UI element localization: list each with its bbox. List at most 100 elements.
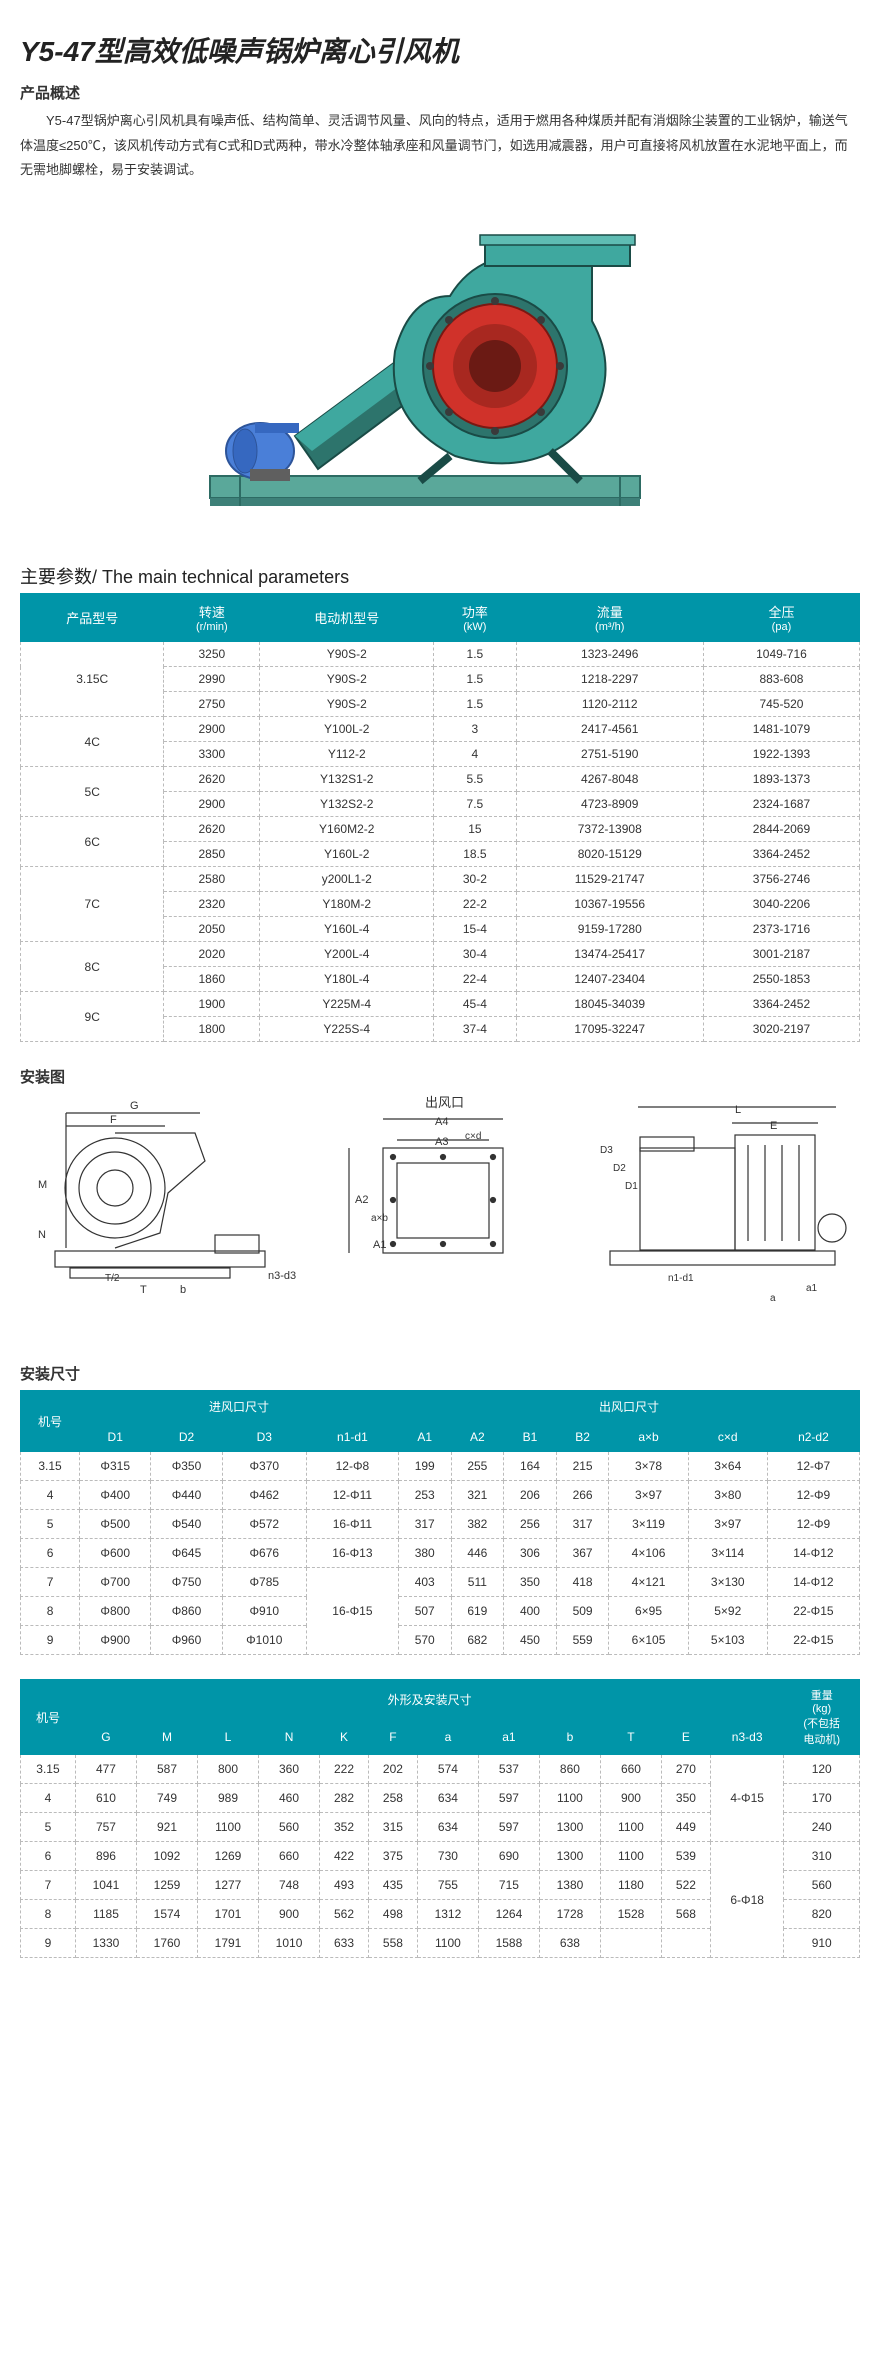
data-cell: 422 (320, 1842, 369, 1871)
data-cell: 1100 (198, 1813, 259, 1842)
model-cell: 7 (21, 1871, 76, 1900)
table-row: 8C2020Y200L-430-413474-254173001-2187 (21, 942, 860, 967)
data-cell: 2320 (164, 892, 260, 917)
data-cell: 449 (661, 1813, 710, 1842)
data-cell: 633 (320, 1929, 369, 1958)
data-cell: 418 (556, 1568, 609, 1597)
data-cell: Φ315 (80, 1452, 151, 1481)
data-cell: 522 (661, 1871, 710, 1900)
model-cell: 4 (21, 1784, 76, 1813)
data-cell: 6×105 (609, 1626, 688, 1655)
data-cell: 12-Φ8 (306, 1452, 398, 1481)
data-cell: 13474-25417 (516, 942, 703, 967)
data-cell: 199 (398, 1452, 451, 1481)
data-cell: 498 (368, 1900, 417, 1929)
data-cell: 900 (600, 1784, 661, 1813)
data-cell: 3×114 (688, 1539, 767, 1568)
data-cell: 22-2 (434, 892, 516, 917)
dim-header: B1 (504, 1423, 557, 1452)
dim-header: A2 (451, 1423, 504, 1452)
data-cell: Φ370 (222, 1452, 306, 1481)
data-cell: Y90S-2 (260, 692, 434, 717)
data-cell: Φ900 (80, 1626, 151, 1655)
data-cell: 460 (259, 1784, 320, 1813)
data-cell: 5.5 (434, 767, 516, 792)
product-image (160, 201, 720, 541)
data-cell: 574 (417, 1755, 478, 1784)
data-cell: 1330 (75, 1929, 136, 1958)
data-cell: 757 (75, 1813, 136, 1842)
table-row: 3.154775878003602222025745378606602704-Φ… (21, 1755, 860, 1784)
data-cell: Y160L-4 (260, 917, 434, 942)
data-cell: Φ960 (151, 1626, 222, 1655)
data-cell: 587 (136, 1755, 197, 1784)
table-row: 8Φ800Φ860Φ9105076194005096×955×9222-Φ15 (21, 1597, 860, 1626)
data-cell: 3×97 (609, 1481, 688, 1510)
data-cell: 2850 (164, 842, 260, 867)
data-cell: 7372-13908 (516, 817, 703, 842)
data-cell: Φ350 (151, 1452, 222, 1481)
data-cell: 4 (434, 742, 516, 767)
dim-header: M (136, 1719, 197, 1755)
data-cell: 380 (398, 1539, 451, 1568)
data-cell: 883-608 (703, 667, 859, 692)
data-cell: Φ645 (151, 1539, 222, 1568)
data-cell: 22-4 (434, 967, 516, 992)
data-cell: 3364-2452 (703, 842, 859, 867)
data-cell: 1791 (198, 1929, 259, 1958)
data-cell: 1893-1373 (703, 767, 859, 792)
svg-text:A2: A2 (355, 1194, 368, 1206)
model-cell: 8 (21, 1597, 80, 1626)
dim-header: D1 (80, 1423, 151, 1452)
data-cell: 3×97 (688, 1510, 767, 1539)
svg-text:n3-d3: n3-d3 (268, 1270, 296, 1282)
data-cell: 860 (539, 1755, 600, 1784)
params-header: 功率(kW) (434, 594, 516, 642)
data-cell: 2750 (164, 692, 260, 717)
dim-header: T (600, 1719, 661, 1755)
data-cell: 1312 (417, 1900, 478, 1929)
data-cell: 4-Φ15 (710, 1755, 784, 1842)
data-cell: 255 (451, 1452, 504, 1481)
table-row: 4Φ400Φ440Φ46212-Φ112533212062663×973×801… (21, 1481, 860, 1510)
data-cell: 16-Φ13 (306, 1539, 398, 1568)
data-cell: Y225S-4 (260, 1017, 434, 1042)
data-cell: 1588 (478, 1929, 539, 1958)
install-dim-table: 机号 进风口尺寸 出风口尺寸 D1D2D3n1-d1 A1A2B1B2a×bc×… (20, 1390, 860, 1655)
data-cell: 1728 (539, 1900, 600, 1929)
dim-header: B2 (556, 1423, 609, 1452)
data-cell: 3×80 (688, 1481, 767, 1510)
data-cell: 1277 (198, 1871, 259, 1900)
model-cell: 8 (21, 1900, 76, 1929)
data-cell: 3×119 (609, 1510, 688, 1539)
dim-header: a×b (609, 1423, 688, 1452)
data-cell: 11529-21747 (516, 867, 703, 892)
dim-header: N (259, 1719, 320, 1755)
data-cell: 170 (784, 1784, 860, 1813)
data-cell: 12-Φ9 (767, 1510, 859, 1539)
data-cell: 12-Φ7 (767, 1452, 859, 1481)
dim-header: K (320, 1719, 369, 1755)
data-cell: 1900 (164, 992, 260, 1017)
install-diagram-label: 安装图 (20, 1066, 860, 1087)
data-cell: 1049-716 (703, 642, 859, 667)
data-cell: 755 (417, 1871, 478, 1900)
table-row: 7Φ700Φ750Φ78516-Φ154035113504184×1213×13… (21, 1568, 860, 1597)
dim-header: 进风口尺寸 (80, 1391, 399, 1423)
data-cell: 1481-1079 (703, 717, 859, 742)
data-cell: 1185 (75, 1900, 136, 1929)
data-cell: 3001-2187 (703, 942, 859, 967)
data-cell: 559 (556, 1626, 609, 1655)
data-cell: 896 (75, 1842, 136, 1871)
data-cell: 1800 (164, 1017, 260, 1042)
data-cell: Y100L-2 (260, 717, 434, 742)
data-cell: 258 (368, 1784, 417, 1813)
model-cell: 3.15 (21, 1755, 76, 1784)
dim-header: D2 (151, 1423, 222, 1452)
data-cell: y200L1-2 (260, 867, 434, 892)
data-cell: 360 (259, 1755, 320, 1784)
data-cell: 1323-2496 (516, 642, 703, 667)
data-cell: 30-2 (434, 867, 516, 892)
data-cell: Y225M-4 (260, 992, 434, 1017)
data-cell: 2844-2069 (703, 817, 859, 842)
